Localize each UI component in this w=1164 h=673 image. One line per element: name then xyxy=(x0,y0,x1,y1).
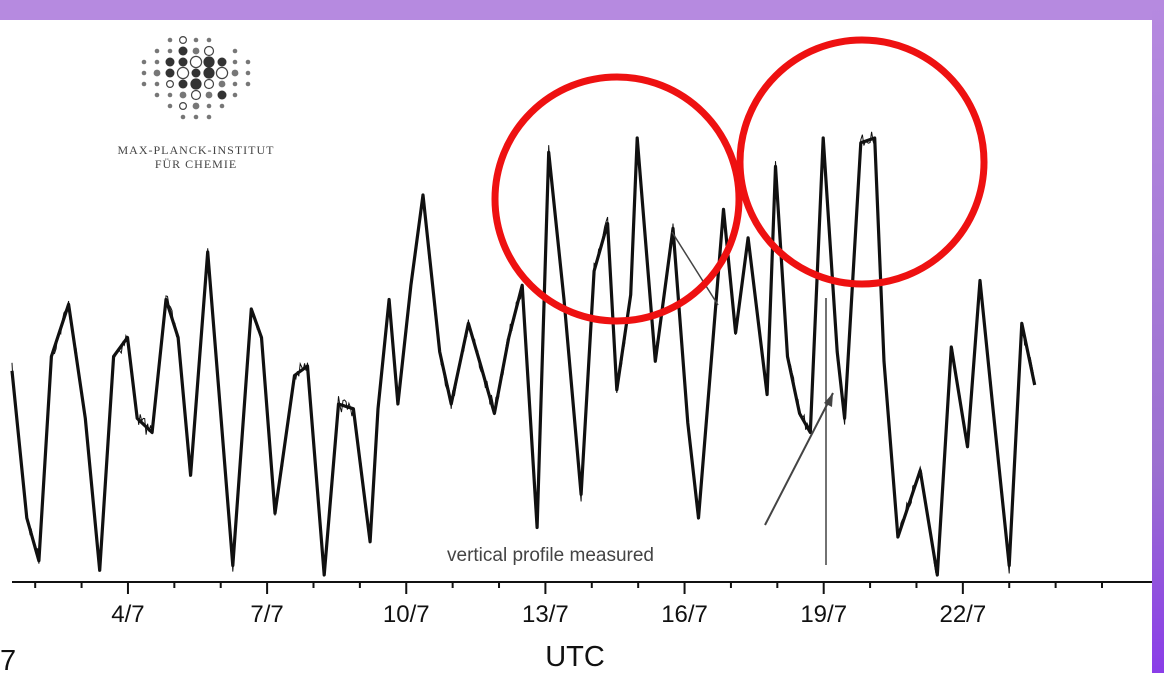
logo-dot xyxy=(193,37,199,43)
frame-border xyxy=(1152,0,1164,673)
logo-dot xyxy=(154,92,160,98)
logo-dot xyxy=(178,57,188,67)
figure-frame xyxy=(0,20,1152,673)
logo-dot xyxy=(215,66,229,80)
annotation-label: vertical profile measured xyxy=(447,545,654,566)
corner-mark: 7 xyxy=(0,645,16,673)
logo-dot xyxy=(154,59,160,65)
logo-dot xyxy=(176,66,190,80)
annotation-diagonal-line xyxy=(671,231,719,306)
logo-dot xyxy=(232,59,238,65)
logo-line-2: FÜR CHEMIE xyxy=(155,157,237,171)
logo-dot xyxy=(179,91,187,99)
logo-dot xyxy=(219,103,225,109)
logo-dot xyxy=(245,81,251,87)
logo-dot xyxy=(245,59,251,65)
logo-dot xyxy=(190,78,202,90)
logo-dot xyxy=(178,46,188,56)
logo-dots-icon xyxy=(141,35,251,120)
x-tick-label: 22/7 xyxy=(939,601,986,628)
logo-dot xyxy=(206,103,212,109)
logo-dot xyxy=(167,37,173,43)
logo-dot xyxy=(232,81,238,87)
logo-dot xyxy=(154,81,160,87)
logo-dot xyxy=(166,79,175,88)
logo-line-1: MAX-PLANCK-INSTITUT xyxy=(118,143,275,157)
logo-dot xyxy=(205,91,213,99)
logo-dot xyxy=(245,70,251,76)
logo-dot xyxy=(217,90,227,100)
logo-dot xyxy=(203,78,215,90)
logo-dot xyxy=(192,102,200,110)
logo-dot xyxy=(165,57,175,67)
x-axis-ticks: 4/7 7/7 10/7 13/7 16/7 19/7 22/7 xyxy=(34,582,1103,628)
series-noise xyxy=(11,131,1034,576)
logo-dot xyxy=(193,114,199,120)
logo-dot xyxy=(231,69,239,77)
series-line xyxy=(10,136,1037,577)
logo-dot xyxy=(192,47,200,55)
x-tick-label: 19/7 xyxy=(800,601,847,628)
institute-logo: MAX-PLANCK-INSTITUT FÜR CHEMIE xyxy=(118,35,275,171)
logo-dot xyxy=(191,68,201,78)
x-tick-label: 13/7 xyxy=(522,601,569,628)
x-tick-label: 16/7 xyxy=(661,601,708,628)
logo-dot xyxy=(206,37,212,43)
logo-dot xyxy=(232,48,238,54)
logo-dot xyxy=(167,48,173,54)
logo-dot xyxy=(203,67,215,79)
logo-dot xyxy=(141,59,147,65)
logo-dot xyxy=(218,80,226,88)
logo-dot xyxy=(141,81,147,87)
highlight-circle-2 xyxy=(736,36,988,288)
logo-dot xyxy=(167,92,173,98)
logo-dot xyxy=(141,70,147,76)
logo-dot xyxy=(206,114,212,120)
x-axis-title: UTC xyxy=(545,641,605,673)
logo-dot xyxy=(179,35,188,44)
logo-dot xyxy=(217,57,227,67)
logo-dot xyxy=(189,55,203,69)
logo-dot xyxy=(165,68,175,78)
x-tick-label: 4/7 xyxy=(111,601,144,628)
logo-dot xyxy=(178,79,188,89)
logo-dot xyxy=(153,69,161,77)
highlight-circle-1 xyxy=(491,73,743,325)
x-tick-label: 10/7 xyxy=(383,601,430,628)
logo-dot xyxy=(154,48,160,54)
logo-dot xyxy=(179,101,188,110)
logo-dot xyxy=(190,89,202,101)
annotation-arrow xyxy=(764,392,834,526)
logo-dot xyxy=(203,45,215,57)
logo-dot xyxy=(232,92,238,98)
logo-dot xyxy=(203,56,215,68)
x-tick-label: 7/7 xyxy=(250,601,283,628)
logo-dot xyxy=(180,114,186,120)
logo-dot xyxy=(167,103,173,109)
